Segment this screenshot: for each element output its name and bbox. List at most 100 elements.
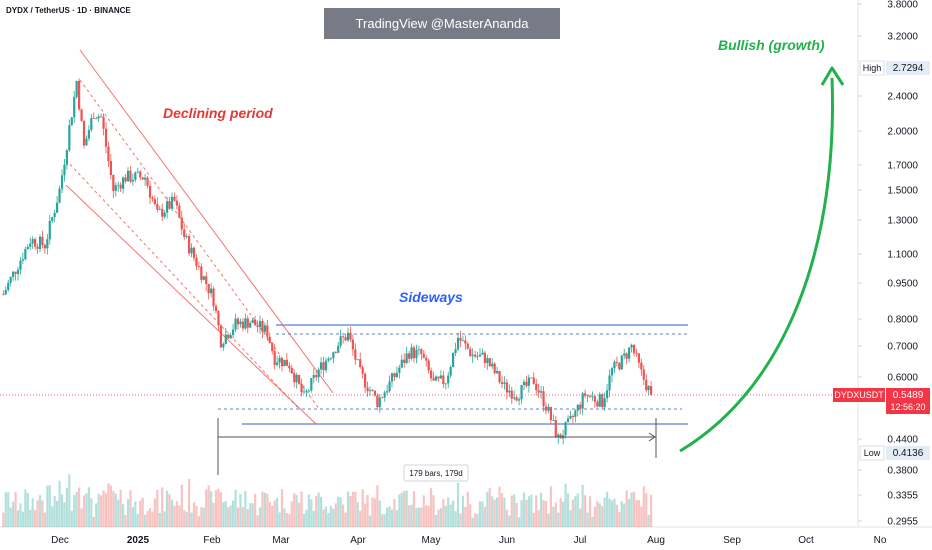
price-tick-label: 1.5000: [887, 186, 918, 197]
candle-body: [244, 318, 247, 329]
volume-bar: [134, 501, 137, 527]
candle-body: [540, 391, 543, 393]
candle-body: [78, 81, 81, 110]
volume-bar: [417, 507, 420, 527]
candle-body: [452, 353, 455, 368]
volume-bar: [481, 501, 484, 527]
candle-body: [273, 350, 276, 365]
volume-bar: [471, 517, 474, 527]
candle-body: [447, 375, 450, 384]
volume-bar: [280, 489, 284, 527]
candle-body: [376, 395, 379, 408]
volume-bar: [527, 496, 530, 527]
candle-body: [518, 399, 521, 401]
candle-body: [21, 259, 24, 261]
candle-body: [437, 376, 440, 379]
price-tick-label: 3.8000: [887, 0, 918, 11]
price-tick-label: 0.3800: [887, 466, 918, 477]
candle-body: [483, 352, 486, 364]
volume-bar: [439, 508, 442, 527]
candle-body: [373, 390, 376, 396]
candle-body: [608, 375, 611, 391]
candle-body: [552, 420, 555, 421]
candle-body: [4, 290, 7, 295]
volume-bar: [278, 512, 281, 527]
time-tick-label: Jul: [574, 535, 587, 546]
bullish-arrow: [679, 66, 845, 453]
volume-bar: [290, 501, 293, 527]
candle-body: [320, 362, 323, 370]
price-tick-label: 1.1000: [887, 250, 918, 261]
volume-bar: [107, 483, 110, 527]
symbol-header[interactable]: DYDX / TetherUS · 1D · BINANCE: [6, 6, 131, 15]
volume-bar: [324, 506, 328, 527]
volume-bar: [12, 501, 15, 527]
candle-body: [156, 204, 159, 210]
candle-body: [430, 370, 433, 379]
volume-bar: [34, 510, 37, 527]
candle-body: [417, 349, 420, 351]
low-label: Low: [864, 448, 881, 458]
volume-bar: [126, 499, 130, 527]
volume-bar: [119, 489, 122, 527]
candle-body: [117, 184, 120, 186]
candle-body: [278, 358, 281, 363]
candle-body: [12, 271, 15, 277]
candle-body: [222, 343, 225, 348]
volume-bar: [139, 500, 142, 527]
price-tick-label: 0.2955: [887, 517, 918, 528]
volume-bar: [161, 487, 164, 527]
volume-bar: [129, 490, 132, 527]
candle-body: [315, 375, 318, 378]
channel-upper-line: [79, 49, 334, 394]
volume-bar: [148, 508, 152, 527]
volume-bar: [217, 488, 220, 527]
volume-bar: [498, 486, 501, 527]
volume-bar: [136, 513, 139, 527]
volume-bar: [56, 500, 59, 527]
candle-body: [219, 325, 222, 348]
volume-bar: [454, 511, 457, 527]
volume-bar: [263, 492, 266, 527]
candle-body: [412, 347, 416, 359]
candle-body: [403, 359, 406, 364]
candle-body: [241, 321, 244, 329]
volume-bar: [645, 493, 648, 527]
ticker-box: [833, 388, 885, 402]
candle-body: [90, 118, 93, 130]
channel-mid-upper-line: [79, 79, 321, 411]
price-axis-labels[interactable]: 3.8000 3.2000 2.4000 2.0000 1.7000 1.5000 1.30…: [887, 0, 918, 528]
volume-bar: [606, 491, 609, 527]
candle-body: [576, 404, 579, 411]
candle-body: [293, 373, 296, 383]
declining-channel: [65, 49, 334, 425]
candle-body: [324, 360, 328, 371]
volume-bar: [476, 513, 479, 527]
volume-bar: [505, 509, 508, 527]
candle-body: [295, 374, 298, 383]
volume-bar: [400, 492, 403, 527]
volume-bar: [412, 491, 416, 527]
volume-bar: [588, 496, 592, 527]
candle-body: [640, 362, 643, 370]
volume-bar: [630, 492, 633, 527]
candle-body: [606, 390, 609, 399]
volume-bar: [650, 494, 653, 527]
volume-bar: [364, 503, 367, 527]
volume-bar: [552, 506, 555, 527]
volume-bar: [295, 495, 298, 527]
volume-bar: [459, 513, 462, 527]
time-axis-labels[interactable]: Dec 2025 Feb Mar Apr May Jun Jul Aug Sep Oct No: [51, 535, 887, 546]
candle-body: [202, 276, 205, 280]
volume-bars: [2, 474, 653, 527]
volume-bar: [188, 478, 191, 527]
candle-body: [158, 208, 161, 210]
volume-bar: [515, 502, 518, 527]
candle-body: [344, 337, 347, 341]
volume-bar: [92, 516, 95, 527]
volume-bar: [41, 500, 44, 527]
price-tick-label: 0.4400: [887, 435, 918, 446]
candle-body: [197, 266, 200, 267]
